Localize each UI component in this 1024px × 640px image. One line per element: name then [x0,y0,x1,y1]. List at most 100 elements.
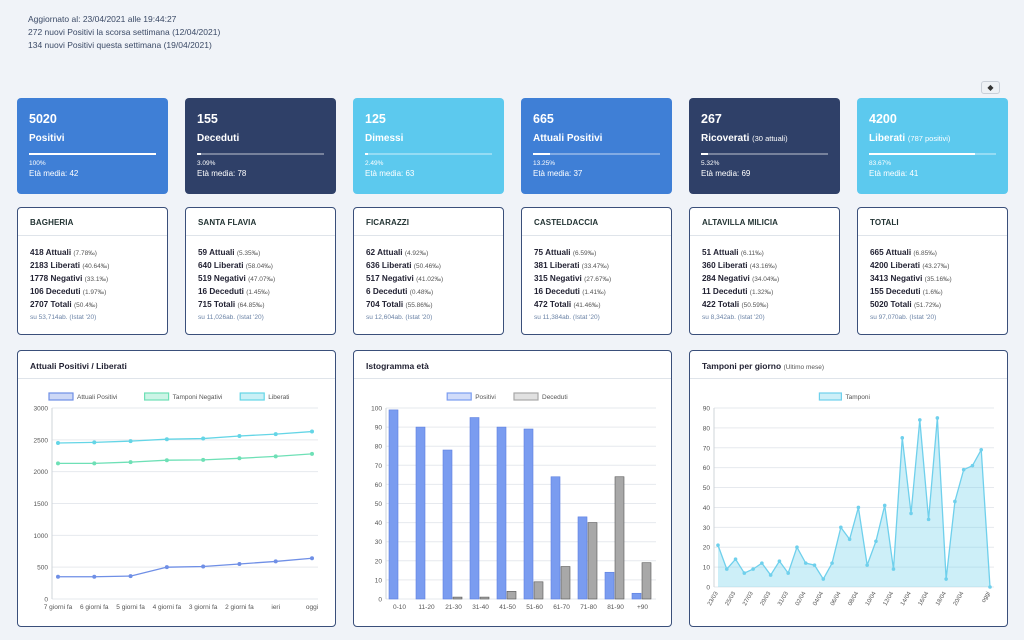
data-point [733,557,738,561]
data-point [891,567,896,571]
data-point [900,436,905,440]
town-stat-permille: (51.72‰) [914,302,942,309]
bar [388,409,399,600]
town-stat-value: 16 Deceduti [534,287,580,296]
data-point [847,537,852,542]
stat-percentage: 83.67% [869,160,892,167]
town-stat-permille: (6.59‰) [572,250,597,257]
bar [587,522,598,600]
town-stat-row: 16 Deceduti (1.45‰) [198,287,335,300]
x-tick-label: 04/04 [812,590,825,607]
x-tick-label: 12/04 [883,590,896,607]
town-stat-permille: (33.47‰) [581,263,609,270]
legend-label: Liberati [268,394,289,401]
town-stat-row: 704 Totali (55.86‰) [366,300,503,313]
updated-text: Aggiornato al: 23/04/2021 alle 19:44:27 [28,14,177,24]
town-stat-permille: (1.97‰) [82,289,107,296]
data-point [760,561,764,565]
stat-progress-fill [701,153,708,155]
data-point [56,441,60,446]
x-tick-label: 51-60 [526,604,543,611]
town-stat-row: 11 Deceduti (1.32‰) [702,287,839,300]
update-info: Aggiornato al: 23/04/2021 alle 19:44:27 … [28,13,220,52]
stat-progress-bar [197,153,324,155]
line-chart-title: Attuali Positivi / Liberati [18,351,335,379]
y-tick-label: 2500 [34,437,49,444]
diamond-icon: ◆ [987,83,994,92]
x-tick-label: ieri [271,604,280,611]
town-stats: 62 Attuali (4.92‰) 636 Liberati (50.46‰) 5… [354,236,503,321]
town-population: su 12,604ab. (Istat '20) [366,314,433,321]
data-point [128,460,133,465]
data-point [237,456,242,461]
bar [614,476,625,600]
bar [415,426,426,600]
data-point [856,505,861,510]
data-point [56,574,60,579]
stat-progress-bar [29,153,156,155]
stat-value: 155 [197,112,218,126]
data-point [926,517,931,522]
legend-label: Positivi [475,394,496,401]
y-tick-label: 30 [375,539,383,546]
town-stat-value: 640 Liberati [198,261,244,270]
town-stat-row: 51 Attuali (6.11‰) [702,248,839,261]
data-point [839,525,843,530]
data-point [92,440,97,445]
theme-toggle-button[interactable]: ◆ [981,81,1000,94]
town-stat-permille: (50.59‰) [741,302,769,309]
stat-label-text: Attuali Positivi [533,133,603,144]
last-week-text: 272 nuovi Positivi la scorsa settimana (… [28,27,221,37]
y-tick-label: 1000 [34,533,49,540]
y-tick-label: 0 [44,597,48,604]
x-tick-label: 31/03 [777,590,790,607]
bar [550,476,561,600]
data-point [310,429,314,434]
histogram-title: Istogramma età [354,351,671,379]
town-stat-value: 155 Deceduti [870,287,921,296]
x-tick-label: 31-40 [472,604,489,611]
y-tick-label: 3000 [34,406,49,413]
stat-average-age: Età media: 37 [533,169,583,178]
town-stat-value: 360 Liberati [702,261,748,270]
town-stat-row: 715 Totali (64.85‰) [198,300,335,313]
data-point [803,561,808,565]
series-line [57,430,313,444]
town-stat-permille: (0.48‰) [409,289,434,296]
stat-progress-fill [869,153,976,155]
x-tick-label: 27/03 [742,590,755,607]
bar [469,417,480,600]
data-point [961,467,966,472]
x-tick-label: 5 giorni fa [116,604,145,611]
y-tick-label: 10 [703,565,711,572]
series-line [717,417,991,588]
data-point [988,585,992,589]
town-name: SANTA FLAVIA [186,208,335,236]
x-tick-label: 18/04 [935,590,948,607]
data-point [310,556,314,561]
bar [631,592,642,600]
series-area [718,417,990,587]
town-stat-value: 62 Attuali [366,248,403,257]
town-stat-permille: (34.04‰) [752,276,780,283]
town-card: FICARAZZI 62 Attuali (4.92‰) 636 Liberati… [353,207,504,335]
town-stat-permille: (41.46‰) [573,302,601,309]
town-stat-permille: (4.92‰) [404,250,429,257]
bar [452,596,463,600]
x-tick-label: 0-10 [393,604,406,611]
data-point [795,545,799,550]
town-stats: 51 Attuali (6.11‰) 360 Liberati (43.16‰) 2… [690,236,839,321]
x-tick-label: 06/04 [830,590,843,607]
town-stat-permille: (1.32‰) [749,289,774,296]
stat-label-text: Deceduti [197,133,240,144]
town-stat-value: 5020 Totali [870,300,912,309]
town-stat-value: 704 Totali [366,300,404,309]
bar [496,426,507,600]
town-stats: 665 Attuali (6.85‰) 4200 Liberati (43.27‰… [858,236,1007,321]
town-stat-row: 517 Negativi (41.02‰) [366,274,503,287]
stat-percentage: 13.25% [533,160,556,167]
town-name: BAGHERIA [18,208,167,236]
town-name: ALTAVILLA MILICIA [690,208,839,236]
stat-label-text: Ricoverati [701,133,750,144]
stat-card: 665 Attuali Positivi 13.25% Età media: 3… [521,98,672,194]
